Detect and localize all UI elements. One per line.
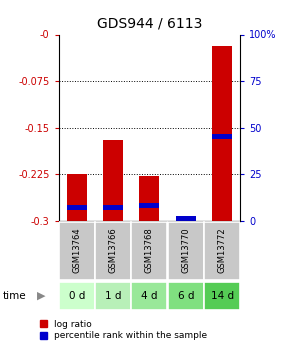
- Legend: log ratio, percentile rank within the sample: log ratio, percentile rank within the sa…: [40, 320, 207, 341]
- Title: GDS944 / 6113: GDS944 / 6113: [97, 17, 202, 31]
- Text: GSM13770: GSM13770: [181, 227, 190, 273]
- Bar: [103, 205, 123, 210]
- Bar: [139, 204, 159, 208]
- Bar: [212, 46, 232, 221]
- Bar: [59, 282, 95, 310]
- Bar: [59, 222, 95, 280]
- Text: time: time: [3, 291, 27, 301]
- Bar: [212, 135, 232, 139]
- Bar: [176, 216, 196, 221]
- Bar: [139, 176, 159, 221]
- Text: GSM13766: GSM13766: [109, 227, 117, 273]
- Text: 1 d: 1 d: [105, 291, 121, 301]
- Text: 0 d: 0 d: [69, 291, 85, 301]
- Bar: [67, 174, 87, 221]
- Text: 14 d: 14 d: [211, 291, 234, 301]
- Bar: [204, 222, 240, 280]
- Text: 4 d: 4 d: [141, 291, 158, 301]
- Bar: [132, 282, 167, 310]
- Bar: [168, 222, 204, 280]
- Bar: [95, 222, 131, 280]
- Text: GSM13768: GSM13768: [145, 227, 154, 273]
- Bar: [132, 222, 167, 280]
- Bar: [168, 282, 204, 310]
- Bar: [103, 140, 123, 221]
- Text: 6 d: 6 d: [178, 291, 194, 301]
- Text: GSM13764: GSM13764: [72, 227, 81, 273]
- Text: ▶: ▶: [37, 291, 45, 301]
- Bar: [204, 282, 240, 310]
- Text: GSM13772: GSM13772: [218, 227, 226, 273]
- Bar: [67, 205, 87, 210]
- Bar: [95, 282, 131, 310]
